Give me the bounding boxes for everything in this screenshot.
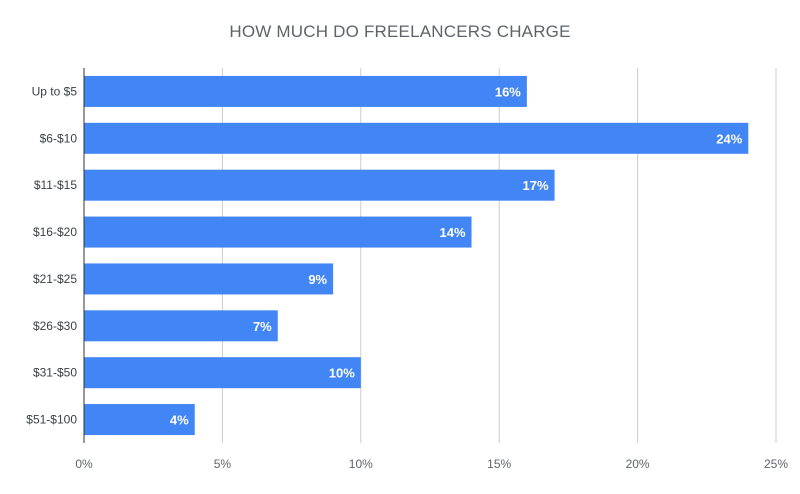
data-label-7: 4% (170, 413, 189, 428)
data-label-4: 9% (308, 272, 327, 287)
category-label-2: $11-$15 (34, 178, 77, 192)
category-label-3: $16-$20 (33, 225, 77, 239)
category-label-0: Up to $5 (32, 84, 78, 98)
data-label-6: 10% (329, 366, 355, 381)
data-label-1: 24% (716, 131, 742, 146)
x-tick-label-5: 25% (764, 457, 788, 471)
category-label-6: $31-$50 (33, 366, 77, 380)
data-label-2: 17% (523, 178, 549, 193)
x-tick-label-2: 10% (349, 457, 373, 471)
bar-3 (84, 216, 472, 248)
bar-1 (84, 122, 749, 154)
x-tick-label-0: 0% (75, 457, 93, 471)
category-label-1: $6-$10 (40, 131, 78, 145)
data-label-0: 16% (495, 84, 521, 99)
category-label-7: $51-$100 (26, 413, 77, 427)
x-tick-label-4: 20% (626, 457, 650, 471)
x-tick-label-3: 15% (487, 457, 511, 471)
bar-4 (84, 263, 334, 295)
x-tick-label-1: 5% (214, 457, 232, 471)
chart-title: HOW MUCH DO FREELANCERS CHARGE (229, 22, 571, 41)
category-label-4: $21-$25 (33, 272, 77, 286)
category-label-5: $26-$30 (33, 319, 77, 333)
data-label-3: 14% (439, 225, 465, 240)
bar-7 (84, 404, 195, 436)
bar-5 (84, 310, 278, 342)
bar-2 (84, 169, 555, 201)
bar-6 (84, 357, 361, 389)
bar-0 (84, 75, 527, 107)
data-label-5: 7% (253, 319, 272, 334)
